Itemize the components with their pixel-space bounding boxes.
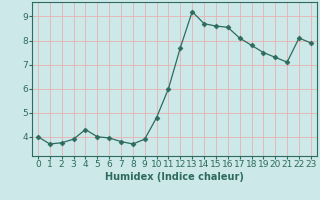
X-axis label: Humidex (Indice chaleur): Humidex (Indice chaleur) [105, 172, 244, 182]
